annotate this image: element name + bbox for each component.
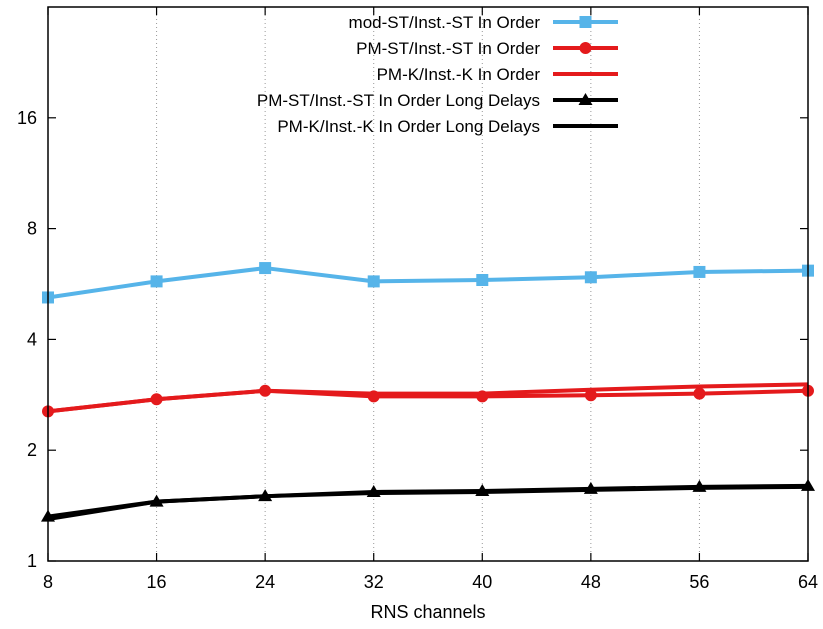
series-group xyxy=(41,262,815,522)
legend-label: PM-ST/Inst.-ST In Order xyxy=(356,39,540,58)
y-tick-label: 4 xyxy=(27,329,37,349)
x-tick-label: 8 xyxy=(43,572,53,592)
x-tick-label: 56 xyxy=(689,572,709,592)
series-5 xyxy=(47,484,809,522)
data-point xyxy=(693,387,706,400)
x-tick-label: 48 xyxy=(581,572,601,592)
plot-frame xyxy=(47,6,809,562)
x-tick-label: 40 xyxy=(472,572,492,592)
data-point xyxy=(584,389,597,402)
data-point xyxy=(693,265,706,278)
legend-item: PM-ST/Inst.-ST In Order xyxy=(356,39,618,58)
legend-marker xyxy=(578,93,593,105)
data-point xyxy=(259,262,272,275)
y-tick-label: 2 xyxy=(27,440,37,460)
legend-item: PM-K/Inst.-K In Order xyxy=(377,65,618,84)
data-point xyxy=(476,274,489,287)
y-tick-label: 16 xyxy=(17,108,37,128)
series-3 xyxy=(47,382,809,414)
legend-item: PM-K/Inst.-K In Order Long Delays xyxy=(277,117,618,136)
x-tick-label: 16 xyxy=(147,572,167,592)
data-point xyxy=(584,271,597,284)
legend-marker xyxy=(579,42,592,54)
legend: mod-ST/Inst.-ST In Order PM-ST/Inst.-ST I… xyxy=(257,13,618,136)
legend-item: mod-ST/Inst.-ST In Order xyxy=(349,13,618,32)
series-line xyxy=(47,382,809,414)
x-tick-label: 32 xyxy=(364,572,384,592)
legend-label: mod-ST/Inst.-ST In Order xyxy=(349,13,541,32)
x-tick-label: 24 xyxy=(255,572,275,592)
series-1 xyxy=(42,262,814,304)
data-point xyxy=(150,275,163,288)
legend-label: PM-K/Inst.-K In Order xyxy=(377,65,541,84)
legend-label: PM-ST/Inst.-ST In Order Long Delays xyxy=(257,91,540,110)
legend-item: PM-ST/Inst.-ST In Order Long Delays xyxy=(257,91,618,110)
x-tick-label: 64 xyxy=(798,572,818,592)
legend-label: PM-K/Inst.-K In Order Long Delays xyxy=(277,117,540,136)
y-tick-label: 1 xyxy=(27,551,37,571)
series-line xyxy=(47,484,809,522)
series-line xyxy=(47,266,809,300)
y-tick-label: 8 xyxy=(27,219,37,239)
legend-marker xyxy=(579,16,592,28)
x-axis-label: RNS channels xyxy=(370,602,485,622)
data-point xyxy=(367,275,380,288)
